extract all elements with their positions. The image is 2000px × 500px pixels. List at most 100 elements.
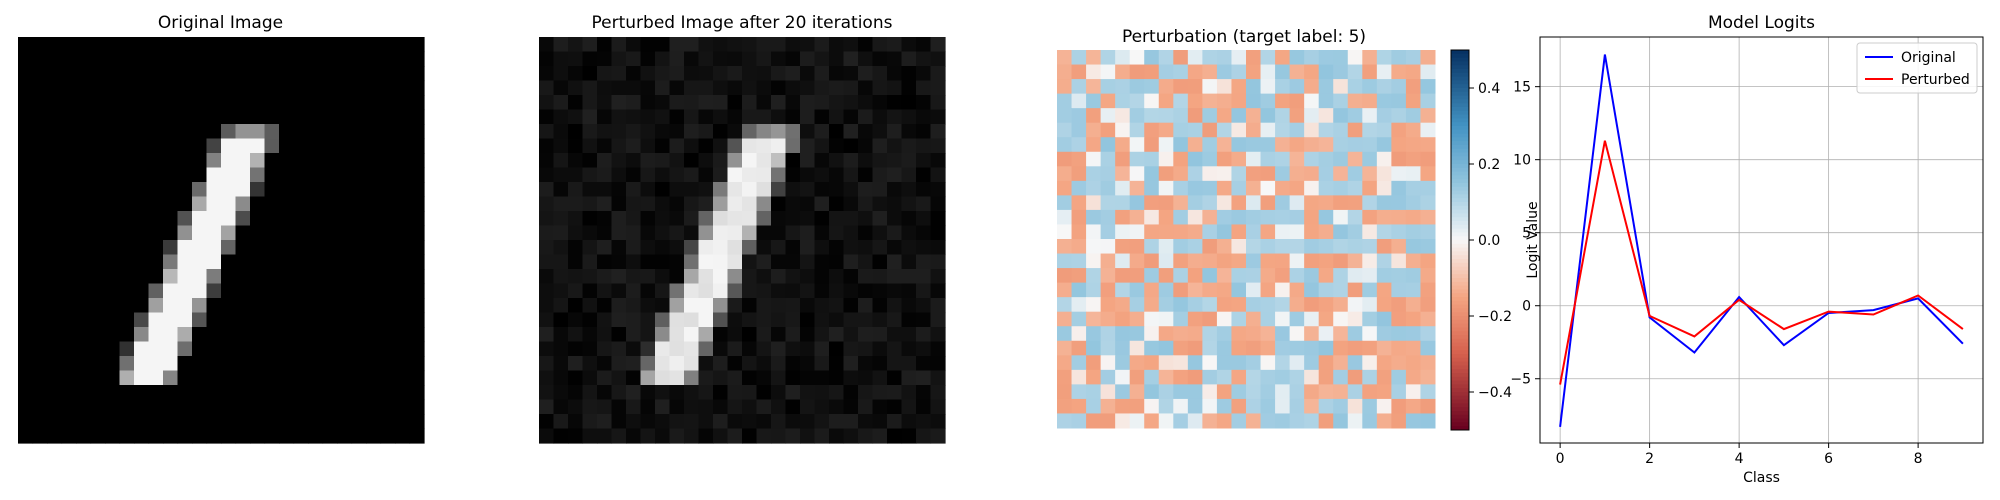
- pixel-cell: [916, 269, 932, 285]
- pixel-cell: [148, 399, 164, 415]
- pixel-cell: [698, 370, 714, 386]
- pixel-cell: [640, 124, 656, 140]
- perturbation-cell: [1086, 282, 1102, 298]
- perturbation-cell: [1144, 311, 1160, 327]
- pixel-cell: [90, 370, 106, 386]
- pixel-cell: [829, 341, 845, 357]
- pixel-cell: [119, 254, 135, 270]
- perturbation-cell: [1057, 151, 1073, 167]
- pixel-cell: [684, 211, 700, 227]
- pixel-cell: [597, 399, 613, 415]
- pixel-cell: [597, 298, 613, 314]
- pixel-cell: [206, 51, 222, 67]
- perturbation-cell: [1187, 180, 1203, 196]
- legend-label-original: Original: [1901, 50, 1956, 66]
- pixel-cell: [698, 51, 714, 67]
- pixel-cell: [684, 167, 700, 183]
- perturbation-cell: [1100, 180, 1116, 196]
- pixel-cell: [916, 240, 932, 256]
- pixel-cell: [351, 283, 367, 299]
- pixel-cell: [395, 254, 411, 270]
- perturbation-cell: [1144, 64, 1160, 80]
- perturbation-cell: [1304, 180, 1320, 196]
- pixel-cell: [887, 254, 903, 270]
- perturbation-cell: [1129, 50, 1145, 66]
- pixel-cell: [322, 153, 338, 169]
- legend-label-perturbed: Perturbed: [1901, 72, 1970, 88]
- pixel-cell: [351, 312, 367, 328]
- pixel-cell: [308, 428, 324, 444]
- perturbation-cell: [1129, 355, 1145, 371]
- pixel-cell: [872, 240, 888, 256]
- pixel-cell: [597, 254, 613, 270]
- perturbation-cell: [1420, 50, 1436, 66]
- perturbation-cell: [1086, 355, 1102, 371]
- pixel-cell: [539, 254, 555, 270]
- pixel-cell: [380, 211, 396, 227]
- pixel-cell: [916, 341, 932, 357]
- pixel-cell: [872, 269, 888, 285]
- perturbation-cell: [1216, 180, 1232, 196]
- pixel-cell: [177, 298, 193, 314]
- perturbation-cell: [1158, 398, 1174, 414]
- pixel-cell: [105, 80, 121, 96]
- pixel-cell: [134, 138, 150, 154]
- perturbation-cell: [1115, 195, 1131, 211]
- pixel-cell: [308, 341, 324, 357]
- pixel-cell: [655, 312, 671, 328]
- pixel-cell: [553, 283, 569, 299]
- pixel-cell: [264, 124, 280, 140]
- perturbation-cell: [1260, 398, 1276, 414]
- pixel-cell: [611, 240, 627, 256]
- pixel-cell: [611, 167, 627, 183]
- series-line-perturbed: [1559, 140, 1964, 385]
- perturbation-cell: [1260, 282, 1276, 298]
- perturbation-cell: [1187, 413, 1203, 429]
- pixel-cell: [727, 109, 743, 125]
- pixel-cell: [47, 51, 63, 67]
- perturbation-cell: [1173, 79, 1189, 95]
- pixel-cell: [829, 153, 845, 169]
- perturbation-cell: [1158, 180, 1174, 196]
- pixel-cell: [163, 51, 179, 67]
- pixel-cell: [756, 80, 772, 96]
- pixel-cell: [279, 312, 295, 328]
- perturbation-cell: [1376, 311, 1392, 327]
- pixel-cell: [206, 138, 222, 154]
- pixel-cell: [742, 51, 758, 67]
- perturbation-cell: [1158, 209, 1174, 225]
- perturbation-cell: [1115, 326, 1131, 342]
- colorbar-segment: [1451, 426, 1469, 431]
- pixel-cell: [655, 414, 671, 430]
- pixel-cell: [626, 167, 642, 183]
- pixel-cell: [713, 167, 729, 183]
- y-tick-label: 0: [1522, 299, 1531, 315]
- pixel-cell: [930, 269, 946, 285]
- pixel-cell: [409, 269, 425, 285]
- perturbation-cell: [1187, 311, 1203, 327]
- colorbar-segment: [1451, 411, 1469, 416]
- perturbation-cell: [1333, 340, 1349, 356]
- pixel-cell: [192, 370, 208, 386]
- pixel-cell: [727, 51, 743, 67]
- pixel-cell: [380, 109, 396, 125]
- pixel-cell: [713, 312, 729, 328]
- pixel-cell: [264, 254, 280, 270]
- pixel-cell: [698, 153, 714, 169]
- colorbar-segment: [1451, 190, 1469, 195]
- pixel-cell: [192, 153, 208, 169]
- perturbation-cell: [1362, 79, 1378, 95]
- colorbar-segment: [1451, 84, 1469, 89]
- pixel-cell: [351, 182, 367, 198]
- pixel-cell: [669, 124, 685, 140]
- perturbation-cell: [1246, 166, 1262, 182]
- perturbation-cell: [1347, 398, 1363, 414]
- perturbation-cell: [1173, 137, 1189, 153]
- pixel-cell: [293, 211, 309, 227]
- pixel-cell: [626, 95, 642, 111]
- pixel-cell: [553, 124, 569, 140]
- perturbation-cell: [1260, 311, 1276, 327]
- pixel-cell: [264, 298, 280, 314]
- pixel-cell: [32, 138, 48, 154]
- pixel-cell: [105, 414, 121, 430]
